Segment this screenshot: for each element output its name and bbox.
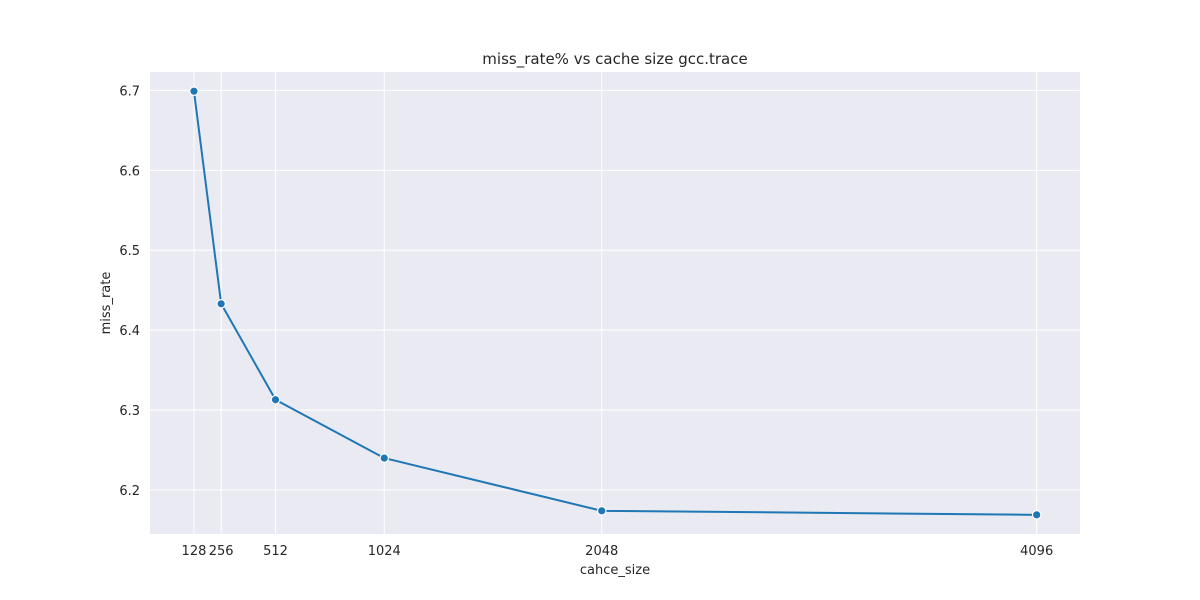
x-tick-label-1024: 1024 (368, 544, 401, 559)
plot-area (150, 72, 1080, 534)
x-tick-labels: 128 256 512 1024 2048 4096 (182, 544, 1054, 559)
x-tick-label-4096: 4096 (1020, 544, 1053, 559)
x-tick-label-512: 512 (263, 544, 288, 559)
y-tick-label-2: 6.4 (119, 324, 140, 339)
y-tick-label-5: 6.7 (119, 84, 140, 99)
x-tick-label-256: 256 (209, 544, 234, 559)
x-tick-label-2048: 2048 (585, 544, 618, 559)
data-point-256 (216, 298, 226, 309)
y-tick-label-4: 6.6 (119, 164, 140, 179)
data-point-2048 (596, 506, 607, 516)
x-tick-label-128: 128 (182, 544, 207, 559)
series-line-group (189, 86, 1042, 520)
y-tick-label-0: 6.2 (119, 484, 140, 499)
data-point-512 (270, 394, 281, 405)
data-point-4096 (1031, 510, 1042, 520)
data-point-128 (189, 86, 199, 96)
y-axis-label: miss_rate (99, 272, 114, 335)
chart-title: miss_rate% vs cache size gcc.trace (482, 50, 747, 69)
series-line-0 (192, 91, 1037, 516)
y-tick-label-3: 6.5 (119, 244, 140, 259)
grid-lines (150, 72, 1080, 534)
data-point-1024 (379, 453, 390, 463)
y-tick-label-1: 6.3 (119, 404, 140, 419)
y-tick-labels: 6.2 6.3 6.4 6.5 6.6 6.7 (119, 84, 140, 499)
x-axis-label: cahce_size (580, 563, 650, 578)
